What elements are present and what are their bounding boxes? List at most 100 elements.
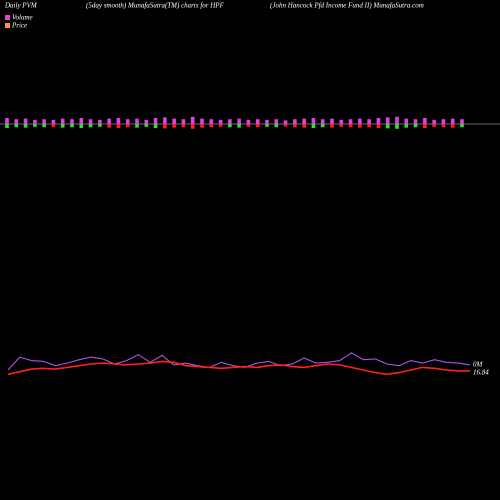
volume-bar-lower bbox=[79, 124, 84, 128]
volume-bar bbox=[88, 119, 93, 124]
volume-bar-lower bbox=[320, 124, 325, 128]
volume-bar bbox=[14, 119, 19, 124]
volume-bar-lower bbox=[395, 124, 399, 129]
volume-bar-lower bbox=[330, 124, 334, 128]
volume-bar bbox=[358, 118, 362, 124]
volume-bar-lower bbox=[423, 124, 427, 128]
volume-bar bbox=[125, 119, 130, 124]
volume-bar bbox=[330, 118, 334, 124]
volume-bar bbox=[311, 118, 316, 124]
volume-bar-lower bbox=[376, 124, 381, 128]
volume-bar bbox=[274, 119, 279, 124]
volume-bar bbox=[367, 119, 371, 124]
volume-bar-lower bbox=[70, 124, 74, 128]
volume-bar-lower bbox=[60, 124, 65, 128]
volume-bar-lower bbox=[116, 124, 121, 128]
volume-bar bbox=[163, 117, 167, 124]
volume-bar-lower bbox=[432, 124, 436, 127]
volume-bar bbox=[404, 118, 409, 124]
volume-bar-lower bbox=[460, 124, 464, 128]
price-line bbox=[7, 360, 470, 376]
legend-label: Price bbox=[11, 22, 27, 30]
volume-bar bbox=[107, 118, 111, 124]
volume-bar bbox=[218, 119, 223, 124]
volume-bar bbox=[153, 118, 158, 124]
volume-bar bbox=[200, 118, 204, 124]
volume-bar-lower bbox=[135, 124, 139, 128]
volume-bar bbox=[460, 119, 464, 124]
chart-source: (John Hancock Pfd Income Fund II) Munafa… bbox=[270, 2, 424, 10]
volume-bar-lower bbox=[218, 124, 223, 127]
volume-bar bbox=[144, 119, 149, 124]
volume-bar-lower bbox=[283, 124, 288, 127]
volume-bar bbox=[172, 118, 176, 124]
volume-bar-lower bbox=[302, 124, 306, 128]
volume-bar bbox=[320, 119, 325, 124]
volume-bar-lower bbox=[163, 124, 167, 129]
volume-bar-lower bbox=[237, 124, 241, 128]
volume-bar-lower bbox=[200, 124, 204, 128]
volume-bar bbox=[395, 116, 399, 124]
volume-bar-lower bbox=[274, 124, 279, 128]
volume-bar bbox=[441, 119, 446, 124]
volume-bar-lower bbox=[348, 124, 353, 128]
volume-bar-lower bbox=[404, 124, 409, 128]
volume-bar bbox=[116, 118, 121, 124]
volume-bar-lower bbox=[144, 124, 149, 127]
volume-bar-lower bbox=[51, 124, 56, 127]
volume-bar-lower bbox=[98, 124, 102, 127]
volume-bar bbox=[190, 116, 195, 124]
volume-bar bbox=[209, 119, 214, 124]
legend-swatch bbox=[5, 15, 10, 20]
volume-bar-lower bbox=[413, 124, 418, 128]
volume-bar-lower bbox=[5, 124, 9, 128]
volume-bar-lower bbox=[42, 124, 46, 128]
volume-bar-lower bbox=[385, 124, 390, 129]
volume-bar bbox=[302, 118, 306, 124]
volume-bar bbox=[413, 119, 418, 124]
volume-bar-lower bbox=[228, 124, 232, 128]
volume-bar bbox=[246, 119, 251, 124]
volume-bar-lower bbox=[246, 124, 251, 127]
volume-bar bbox=[181, 119, 186, 124]
volume-bar-lower bbox=[293, 124, 297, 128]
volume-bar-lower bbox=[339, 124, 344, 127]
volume-bar bbox=[293, 119, 297, 124]
volume-bar bbox=[228, 119, 232, 124]
volume-bar-lower bbox=[450, 124, 455, 128]
volume-bar-lower bbox=[14, 124, 19, 128]
volume-bar-lower bbox=[172, 124, 176, 128]
volume-bar bbox=[385, 117, 390, 124]
volume-bar-lower bbox=[311, 124, 316, 128]
volume-bar bbox=[60, 118, 65, 124]
volume-bar bbox=[283, 120, 288, 124]
volume-bar-lower bbox=[265, 124, 269, 127]
volume-bar bbox=[237, 118, 241, 124]
volume-bar-lower bbox=[358, 124, 362, 128]
volume-bar-lower bbox=[88, 124, 93, 128]
volume-bar bbox=[432, 119, 436, 124]
volume-bar bbox=[42, 119, 46, 124]
volume-bar bbox=[376, 118, 381, 124]
volume-bar bbox=[339, 119, 344, 124]
volume-bar bbox=[450, 118, 455, 124]
volume-bar bbox=[23, 118, 28, 124]
volume-bar-lower bbox=[23, 124, 28, 128]
volume-bar-lower bbox=[255, 124, 260, 128]
volume-bar-lower bbox=[209, 124, 214, 128]
volume-bar-lower bbox=[367, 124, 371, 128]
volume-bar bbox=[51, 119, 56, 124]
legend-swatch bbox=[5, 23, 10, 28]
volume-bar bbox=[98, 119, 102, 124]
volume-bar bbox=[265, 119, 269, 124]
volume-bar bbox=[5, 118, 9, 124]
volume-bar bbox=[70, 119, 74, 124]
volume-bar-lower bbox=[441, 124, 446, 128]
volume-axis-label: 0M bbox=[473, 361, 484, 369]
volume-bar-lower bbox=[33, 124, 37, 127]
price-axis-label: 16.84 bbox=[473, 369, 489, 377]
volume-bar bbox=[423, 118, 427, 124]
volume-bar bbox=[348, 119, 353, 124]
